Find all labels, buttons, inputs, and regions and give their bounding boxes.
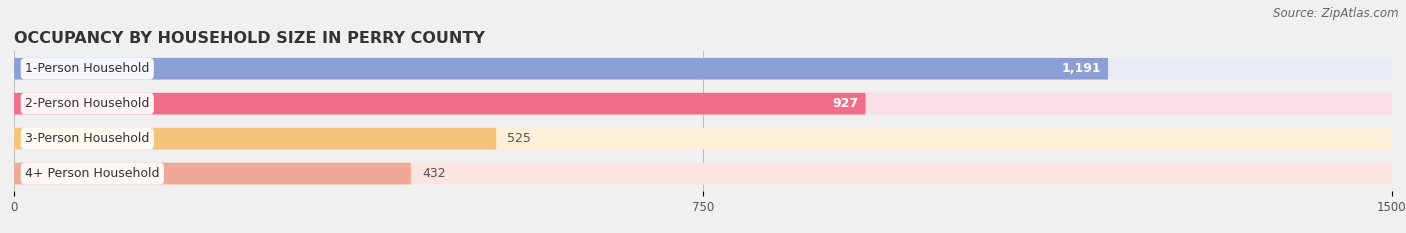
Text: 1,191: 1,191 (1062, 62, 1101, 75)
Text: 1-Person Household: 1-Person Household (25, 62, 149, 75)
Text: 525: 525 (508, 132, 531, 145)
FancyBboxPatch shape (14, 128, 1392, 150)
Text: 2-Person Household: 2-Person Household (25, 97, 149, 110)
FancyBboxPatch shape (14, 163, 411, 185)
FancyBboxPatch shape (14, 163, 1392, 185)
FancyBboxPatch shape (14, 128, 496, 150)
FancyBboxPatch shape (14, 93, 866, 115)
FancyBboxPatch shape (14, 58, 1108, 80)
FancyBboxPatch shape (14, 58, 1392, 80)
Text: 432: 432 (422, 167, 446, 180)
Text: OCCUPANCY BY HOUSEHOLD SIZE IN PERRY COUNTY: OCCUPANCY BY HOUSEHOLD SIZE IN PERRY COU… (14, 31, 485, 46)
Text: 927: 927 (832, 97, 858, 110)
Text: Source: ZipAtlas.com: Source: ZipAtlas.com (1274, 7, 1399, 20)
FancyBboxPatch shape (14, 93, 1392, 115)
Text: 4+ Person Household: 4+ Person Household (25, 167, 160, 180)
Text: 3-Person Household: 3-Person Household (25, 132, 149, 145)
